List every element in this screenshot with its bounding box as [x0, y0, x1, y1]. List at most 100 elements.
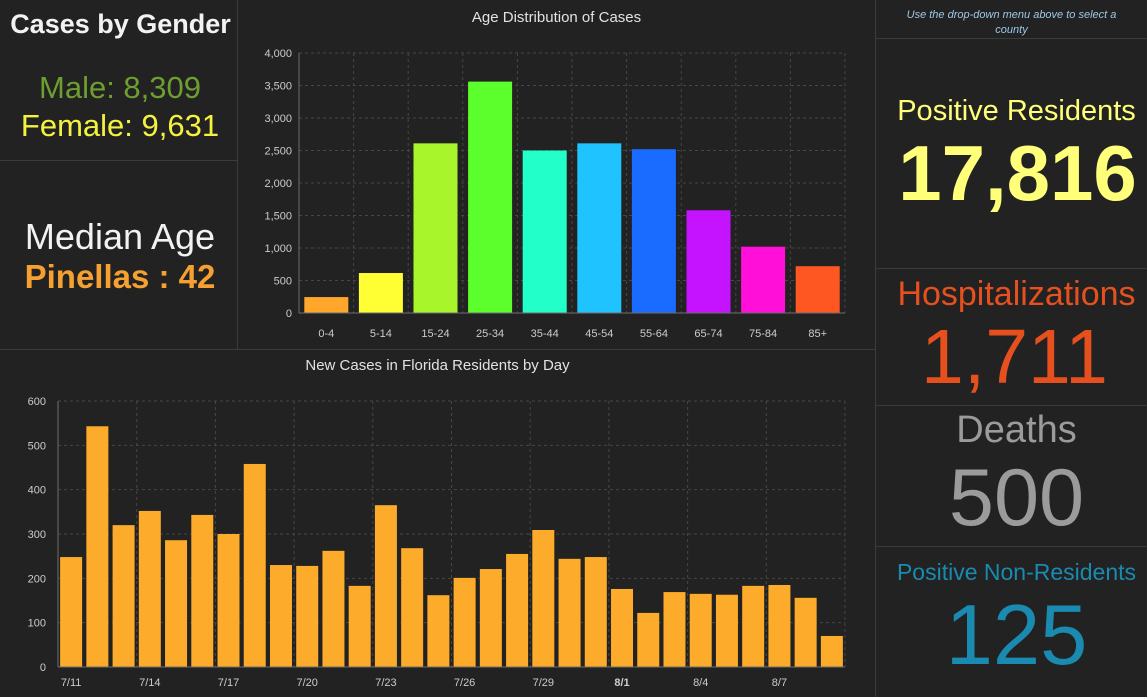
daily-chart-x-tick-label: 7/29	[533, 677, 554, 689]
hospitalizations-value: 1,711	[921, 314, 1108, 400]
daily-chart-bar[interactable]	[165, 540, 188, 667]
age-chart-x-tick-label: 55-64	[640, 328, 668, 340]
daily-chart-bar[interactable]	[611, 588, 634, 667]
male-cases: Male: 8,309	[39, 70, 201, 105]
age-chart-x-tick-label: 65-74	[694, 328, 722, 340]
daily-chart-bar[interactable]	[689, 593, 712, 667]
daily-chart-bar[interactable]	[243, 463, 266, 667]
age-chart-y-tick-label: 3,000	[264, 113, 292, 125]
positive-residents-panel: Positive Residents 17,816	[876, 39, 1147, 268]
daily-chart-bars	[60, 426, 843, 667]
daily-chart-bar[interactable]	[479, 569, 502, 667]
age-chart-y-tick-label: 3,500	[264, 81, 292, 93]
age-chart-bar[interactable]	[795, 266, 840, 313]
deaths-label: Deaths	[956, 409, 1077, 451]
age-chart-x-tick-label: 0-4	[318, 328, 334, 340]
daily-chart-x-tick-label: 7/23	[375, 677, 396, 689]
county-select-notice: Use the drop-down menu above to select a…	[906, 9, 1117, 36]
age-chart-title: Age Distribution of Cases	[472, 9, 641, 26]
age-chart-bar[interactable]	[577, 143, 622, 313]
daily-chart-bar[interactable]	[742, 585, 765, 667]
age-chart-bar[interactable]	[468, 81, 513, 313]
age-chart-x-tick-label: 75-84	[749, 328, 777, 340]
positive-non-residents-panel: Positive Non-Residents 125	[876, 547, 1147, 697]
daily-chart-bar[interactable]	[558, 558, 581, 667]
daily-chart-bar[interactable]	[637, 612, 660, 667]
deaths-panel: Deaths 500	[876, 406, 1147, 546]
age-chart-x-tick-label: 5-14	[370, 328, 392, 340]
age-chart-x-tick-label: 15-24	[421, 328, 449, 340]
daily-chart-bar[interactable]	[191, 514, 214, 667]
age-chart-bar[interactable]	[686, 210, 731, 313]
daily-chart-y-tick-label: 400	[28, 485, 46, 497]
daily-chart-y-tick-label: 0	[40, 662, 46, 674]
daily-chart-bar[interactable]	[138, 510, 161, 667]
daily-chart-bar[interactable]	[820, 635, 843, 667]
daily-chart-bar[interactable]	[86, 426, 109, 667]
age-chart-x-tick-label: 45-54	[585, 328, 613, 340]
age-chart-bar[interactable]	[304, 297, 349, 313]
daily-chart-bar[interactable]	[584, 557, 607, 667]
age-chart-y-tick-label: 1,000	[264, 243, 292, 255]
age-chart-bar[interactable]	[413, 143, 458, 313]
daily-chart-bar[interactable]	[348, 585, 371, 667]
daily-chart-y-tick-label: 500	[28, 440, 46, 452]
hospitalizations-label: Hospitalizations	[897, 275, 1136, 313]
daily-chart-bar[interactable]	[374, 505, 397, 667]
daily-cases-chart: New Cases in Florida Residents by Day 0 1…	[28, 357, 846, 689]
median-age-panel: Median Age Pinellas : 42	[0, 161, 237, 349]
age-chart-bar[interactable]	[522, 150, 567, 314]
daily-chart-bar[interactable]	[322, 550, 345, 667]
daily-chart-bar[interactable]	[663, 592, 686, 667]
daily-cases-panel: New Cases in Florida Residents by Day 0 1…	[0, 350, 875, 697]
daily-chart-bar[interactable]	[768, 584, 791, 667]
deaths-value: 500	[948, 453, 1085, 543]
age-chart-bar[interactable]	[358, 273, 403, 313]
age-chart-grid	[299, 52, 846, 313]
daily-chart-bar[interactable]	[427, 595, 450, 667]
age-chart-bar[interactable]	[631, 149, 676, 313]
median-age-title: Median Age	[24, 216, 216, 257]
daily-chart-bar[interactable]	[532, 530, 555, 667]
daily-chart-x-tick-label: 7/20	[297, 677, 318, 689]
female-cases: Female: 9,631	[20, 108, 220, 143]
daily-chart-bar[interactable]	[296, 565, 319, 667]
daily-chart-x-tick-label: 7/14	[139, 677, 160, 689]
age-chart-x-tick-label: 25-34	[476, 328, 504, 340]
daily-chart-bar[interactable]	[269, 565, 292, 667]
daily-chart-bar[interactable]	[715, 594, 738, 667]
positive-residents-value: 17,816	[898, 129, 1137, 217]
daily-chart-title: New Cases in Florida Residents by Day	[305, 357, 570, 374]
daily-chart-x-tick-label: 7/11	[61, 677, 82, 689]
gender-panel-title: Cases by Gender	[10, 9, 231, 39]
age-chart-y-tick-label: 2,000	[264, 178, 292, 190]
age-distribution-chart: Age Distribution of Cases 0 500 1,000 1,500…	[264, 9, 846, 340]
hospitalizations-panel: Hospitalizations 1,711	[876, 269, 1147, 405]
daily-chart-bar[interactable]	[794, 597, 817, 667]
daily-chart-bar[interactable]	[506, 553, 529, 667]
daily-chart-x-tick-label: 7/26	[454, 677, 475, 689]
daily-chart-bar[interactable]	[60, 557, 83, 667]
daily-chart-y-tick-label: 100	[28, 618, 46, 630]
age-chart-y-tick-label: 2,500	[264, 146, 292, 158]
age-chart-bars	[304, 81, 840, 314]
positive-non-residents-value: 125	[945, 588, 1088, 683]
age-chart-y-tick-label: 500	[274, 276, 292, 288]
daily-chart-x-tick-label: 8/4	[693, 677, 708, 689]
daily-chart-bar[interactable]	[401, 548, 424, 667]
age-chart-x-tick-label: 85+	[808, 328, 827, 340]
daily-chart-bar[interactable]	[112, 525, 135, 667]
daily-chart-bar[interactable]	[217, 534, 240, 667]
daily-chart-x-tick-label: 8/1	[614, 677, 629, 689]
daily-chart-x-tick-label: 7/17	[218, 677, 239, 689]
age-chart-bar[interactable]	[741, 246, 786, 313]
daily-chart-y-tick-label: 200	[28, 573, 46, 585]
county-select-notice-panel: Use the drop-down menu above to select a…	[876, 0, 1147, 38]
positive-residents-label: Positive Residents	[897, 95, 1136, 127]
daily-chart-bar[interactable]	[453, 577, 476, 667]
age-distribution-panel: Age Distribution of Cases 0 500 1,000 1,500…	[238, 0, 875, 349]
age-chart-y-tick-label: 0	[286, 308, 292, 320]
age-chart-y-tick-label: 1,500	[264, 211, 292, 223]
daily-chart-y-tick-label: 600	[28, 396, 46, 408]
